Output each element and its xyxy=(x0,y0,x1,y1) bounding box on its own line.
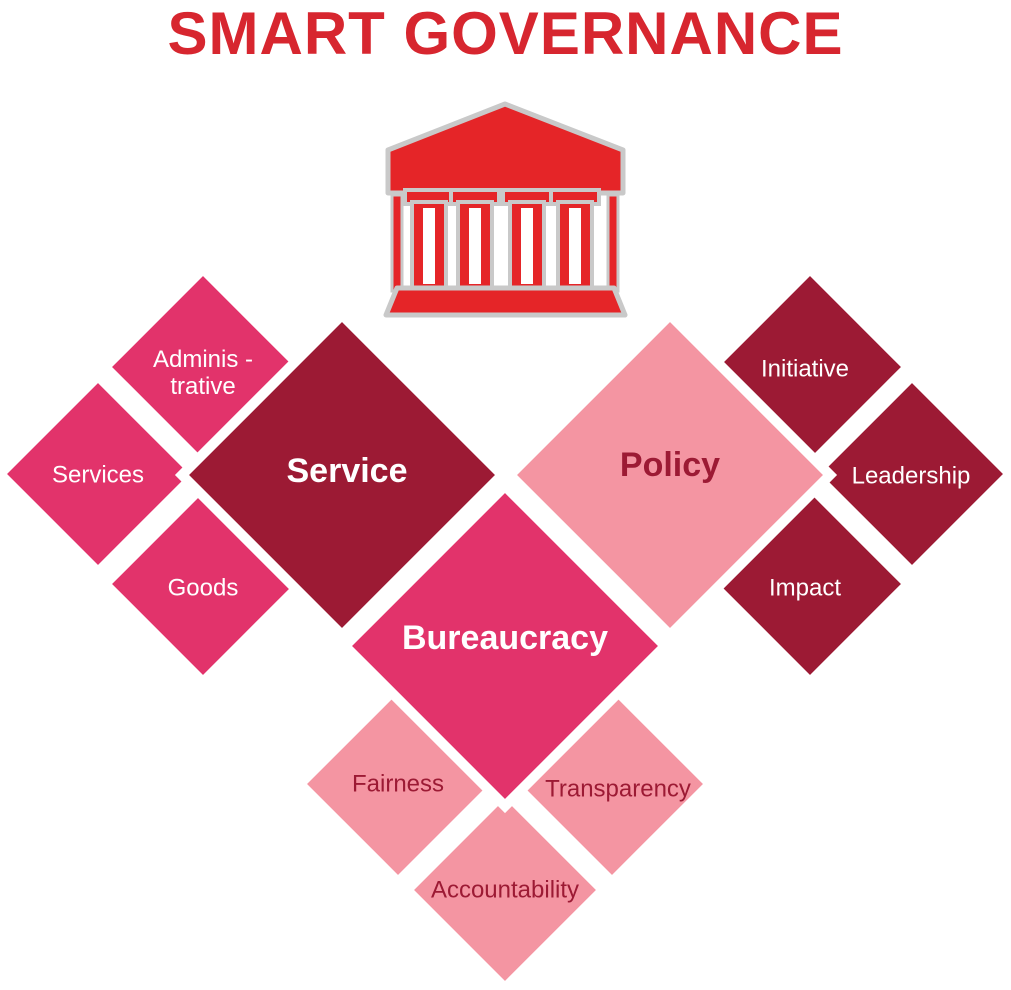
service-item-1-tile xyxy=(0,368,204,580)
service-item-label: Goods xyxy=(168,575,239,602)
bureaucracy-main-tile xyxy=(337,478,673,814)
policy-item-label: Leadership xyxy=(852,463,971,490)
service-main-tile xyxy=(174,307,510,643)
service-item-label: Adminis - xyxy=(153,346,253,373)
bureaucracy-item-2-tile xyxy=(399,784,611,990)
policy-item-label: Initiative xyxy=(761,356,849,383)
service-main-label: Service xyxy=(287,452,408,490)
bureaucracy-item-label: Transparency xyxy=(545,776,691,803)
policy-main-tile xyxy=(502,307,838,643)
bureaucracy-item-label: Accountability xyxy=(431,877,579,904)
policy-item-1-tile xyxy=(806,368,1011,580)
government-building-icon xyxy=(383,101,628,318)
page-title: SMART GOVERNANCE xyxy=(167,0,844,67)
service-item-label: Services xyxy=(52,462,144,489)
bureaucracy-main-label: Bureaucracy xyxy=(402,619,608,657)
service-item-label: trative xyxy=(170,373,235,400)
bureaucracy-item-label: Fairness xyxy=(352,771,444,798)
policy-main-label: Policy xyxy=(620,446,720,484)
policy-item-label: Impact xyxy=(769,575,841,602)
